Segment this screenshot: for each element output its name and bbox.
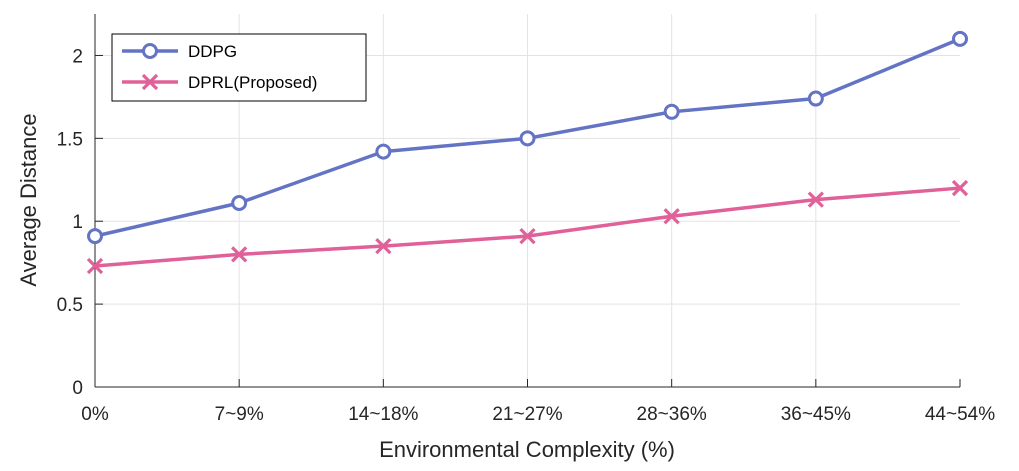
legend-marker-dprl <box>141 73 159 91</box>
y-tick-label: 1.5 <box>57 129 83 150</box>
x-tick-labels: 0% 7~9% 14~18% 21~27% 28~36% 36~45% 44~54% <box>81 404 995 425</box>
data-point-circle <box>519 130 536 147</box>
x-marker-stroke <box>375 237 392 255</box>
y-tick-label: 2 <box>72 46 83 67</box>
data-point-x <box>519 228 536 245</box>
axes <box>94 14 961 388</box>
x-marker-stroke <box>519 228 536 245</box>
x-tick-label: 28~36% <box>637 404 707 425</box>
x-tick-label: 36~45% <box>781 404 851 425</box>
data-point-circle <box>87 228 103 245</box>
x-marker-stroke <box>86 257 104 275</box>
x-axis-label: Environmental Complexity (%) <box>379 437 675 462</box>
data-point-x <box>375 237 392 255</box>
y-tick-label: 0.5 <box>57 295 83 316</box>
data-point-circle <box>375 143 392 160</box>
y-tick-labels: 0 0.5 1 1.5 2 <box>57 46 83 399</box>
x-marker-stroke <box>951 179 969 197</box>
data-point-x <box>86 257 104 275</box>
data-point-x <box>663 208 680 225</box>
x-marker-stroke <box>141 73 159 91</box>
legend: DDPG DPRL(Proposed) <box>111 33 367 102</box>
x-tick-label: 0% <box>81 404 109 425</box>
data-point-circle <box>231 194 248 211</box>
data-point-x <box>807 191 824 208</box>
y-axis-label: Average Distance <box>16 113 41 286</box>
x-tick-label: 44~54% <box>925 404 995 425</box>
x-tick-label: 7~9% <box>215 404 264 425</box>
data-point-circle <box>952 30 968 47</box>
data-point-circle <box>807 90 824 107</box>
legend-label-dprl: DPRL(Proposed) <box>188 73 317 92</box>
legend-x-marker <box>141 73 159 91</box>
x-marker-stroke <box>663 208 680 225</box>
series-group <box>86 30 969 275</box>
data-point-x <box>951 179 969 197</box>
x-marker-stroke <box>807 191 824 208</box>
x-tick-label: 14~18% <box>348 404 418 425</box>
x-tick-label: 21~27% <box>492 404 562 425</box>
y-tick-label: 1 <box>72 212 83 233</box>
x-marker-stroke <box>231 246 248 263</box>
legend-marker-ddpg <box>142 43 158 59</box>
data-point-x <box>231 246 248 263</box>
data-point-circle <box>663 103 680 120</box>
y-tick-label: 0 <box>72 378 83 399</box>
legend-label-ddpg: DDPG <box>188 42 237 61</box>
